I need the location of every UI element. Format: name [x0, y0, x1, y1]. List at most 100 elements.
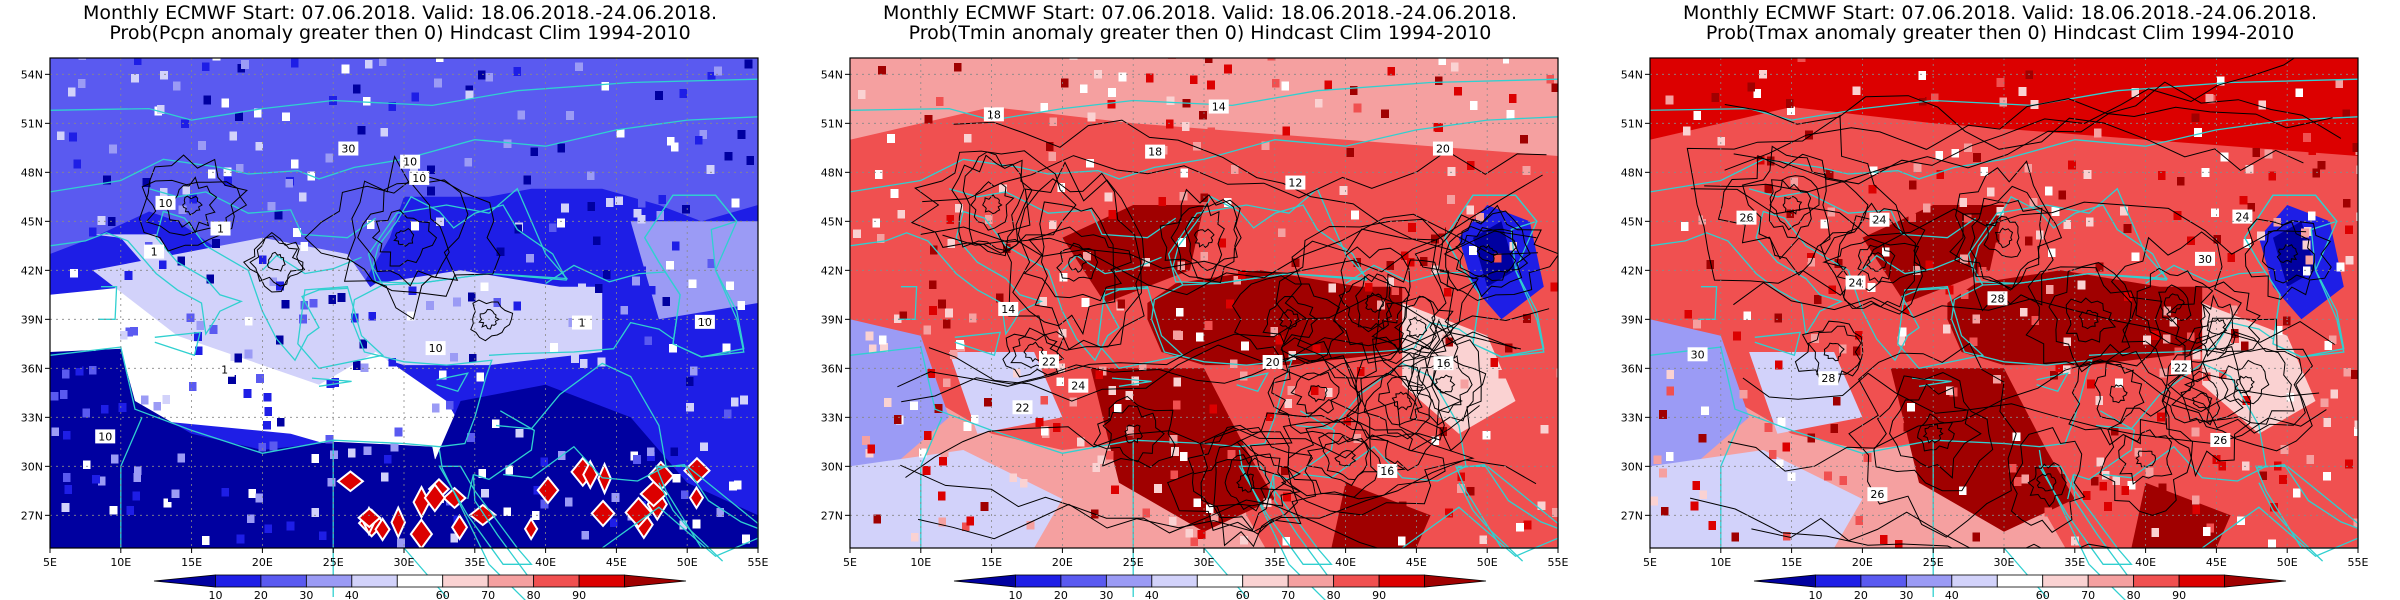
field-cell	[666, 260, 674, 270]
field-cell	[2245, 164, 2254, 174]
field-cell	[1211, 513, 1219, 522]
field-cell	[213, 480, 222, 490]
field-cell	[1693, 319, 1701, 329]
field-cell	[1693, 111, 1702, 120]
field-cell	[2306, 455, 2315, 464]
field-cell	[328, 295, 336, 304]
field-cell	[264, 524, 272, 534]
field-cell	[1181, 122, 1190, 131]
field-cell	[616, 128, 625, 138]
field-cell	[2093, 128, 2102, 138]
field-cell	[2159, 368, 2168, 378]
field-cell	[1993, 374, 2001, 384]
contour-line	[1093, 395, 1176, 469]
field-cell	[2127, 480, 2136, 490]
field-cell	[209, 325, 218, 334]
lon-tick-label: 10E	[1710, 556, 1731, 569]
field-cell	[74, 359, 83, 369]
field-cell	[450, 533, 459, 543]
field-cell	[1768, 450, 1777, 459]
field-cell	[2123, 224, 2132, 233]
field-cell	[1923, 372, 1932, 382]
contour-label: 24	[1071, 380, 1085, 393]
field-cell	[68, 87, 76, 97]
field-cell	[300, 242, 309, 251]
field-cell	[934, 404, 943, 413]
field-cell	[865, 331, 874, 341]
lon-tick-label: 20E	[1852, 556, 1873, 569]
field-cell	[1794, 253, 1802, 263]
panel-title-line1: Monthly ECMWF Start: 07.06.2018. Valid: …	[83, 2, 717, 24]
lat-tick-label: 33N	[1621, 411, 1643, 424]
probability-field	[850, 58, 1558, 548]
field-cell	[2085, 217, 2094, 227]
field-cell	[1444, 287, 1452, 297]
field-cell	[83, 460, 91, 470]
field-cell	[97, 216, 106, 225]
contour-line	[1848, 342, 2017, 538]
field-cell	[2328, 335, 2337, 345]
colorbar-swatch	[533, 574, 580, 588]
contour-line	[920, 213, 1538, 296]
field-cell	[595, 284, 603, 293]
field-cell	[1343, 416, 1351, 426]
field-cell	[140, 395, 149, 405]
field-cell	[699, 130, 707, 139]
field-cell	[330, 450, 338, 460]
field-cell	[2115, 378, 2123, 388]
field-cell	[1057, 183, 1065, 192]
field-cell	[207, 169, 216, 179]
field-cell	[1312, 344, 1321, 354]
field-africa	[50, 348, 489, 548]
field-cell	[530, 147, 539, 157]
contour-line	[1262, 295, 1318, 345]
field-cell	[2046, 285, 2054, 294]
field-cell	[431, 91, 439, 101]
field-cell	[481, 488, 489, 498]
field-cell	[632, 276, 640, 286]
border-line	[1754, 331, 1801, 357]
field-cell	[61, 369, 70, 379]
field-cell	[2035, 230, 2044, 240]
field-cell	[1992, 233, 2000, 243]
contour-line	[1782, 195, 1803, 215]
contour-line	[2109, 384, 2128, 404]
border-line	[495, 362, 667, 482]
field-cell	[236, 534, 245, 544]
contour-line	[2161, 334, 2252, 478]
field-cell	[2280, 445, 2289, 454]
field-cell	[1069, 58, 1078, 60]
contour-line	[922, 150, 1547, 203]
field-cell	[933, 152, 941, 162]
border-line	[2258, 482, 2324, 562]
field-cell	[485, 72, 494, 82]
field-cell	[923, 431, 932, 440]
lat-tick-label: 54N	[1621, 68, 1643, 81]
colorbar-end-left	[953, 574, 1016, 588]
field-cell	[1224, 64, 1232, 74]
border-line	[49, 116, 759, 193]
field-cell	[234, 353, 243, 363]
border-line	[1698, 286, 1718, 320]
field-cell	[478, 469, 486, 478]
contour-line	[182, 195, 203, 216]
contour-line	[1445, 210, 1531, 298]
colorbar-swatch	[2178, 574, 2225, 588]
lat-tick-label: 54N	[821, 68, 843, 81]
field-cell	[476, 372, 485, 382]
field-cell	[2013, 477, 2022, 486]
field-cell	[528, 430, 536, 440]
field-cell	[1868, 184, 1877, 194]
contour-line	[1889, 383, 1982, 479]
field-cell	[359, 339, 368, 349]
field-cell	[1111, 485, 1119, 495]
field-cell	[1104, 192, 1113, 202]
colorbar-end-left	[153, 574, 216, 588]
field-cell	[2282, 316, 2291, 326]
field-cell	[2201, 168, 2210, 177]
plot-frame	[1649, 57, 2359, 549]
field-cell	[1665, 452, 1674, 461]
field-cell	[87, 342, 96, 351]
field-cell	[1774, 313, 1783, 323]
field-cell	[2323, 471, 2331, 481]
